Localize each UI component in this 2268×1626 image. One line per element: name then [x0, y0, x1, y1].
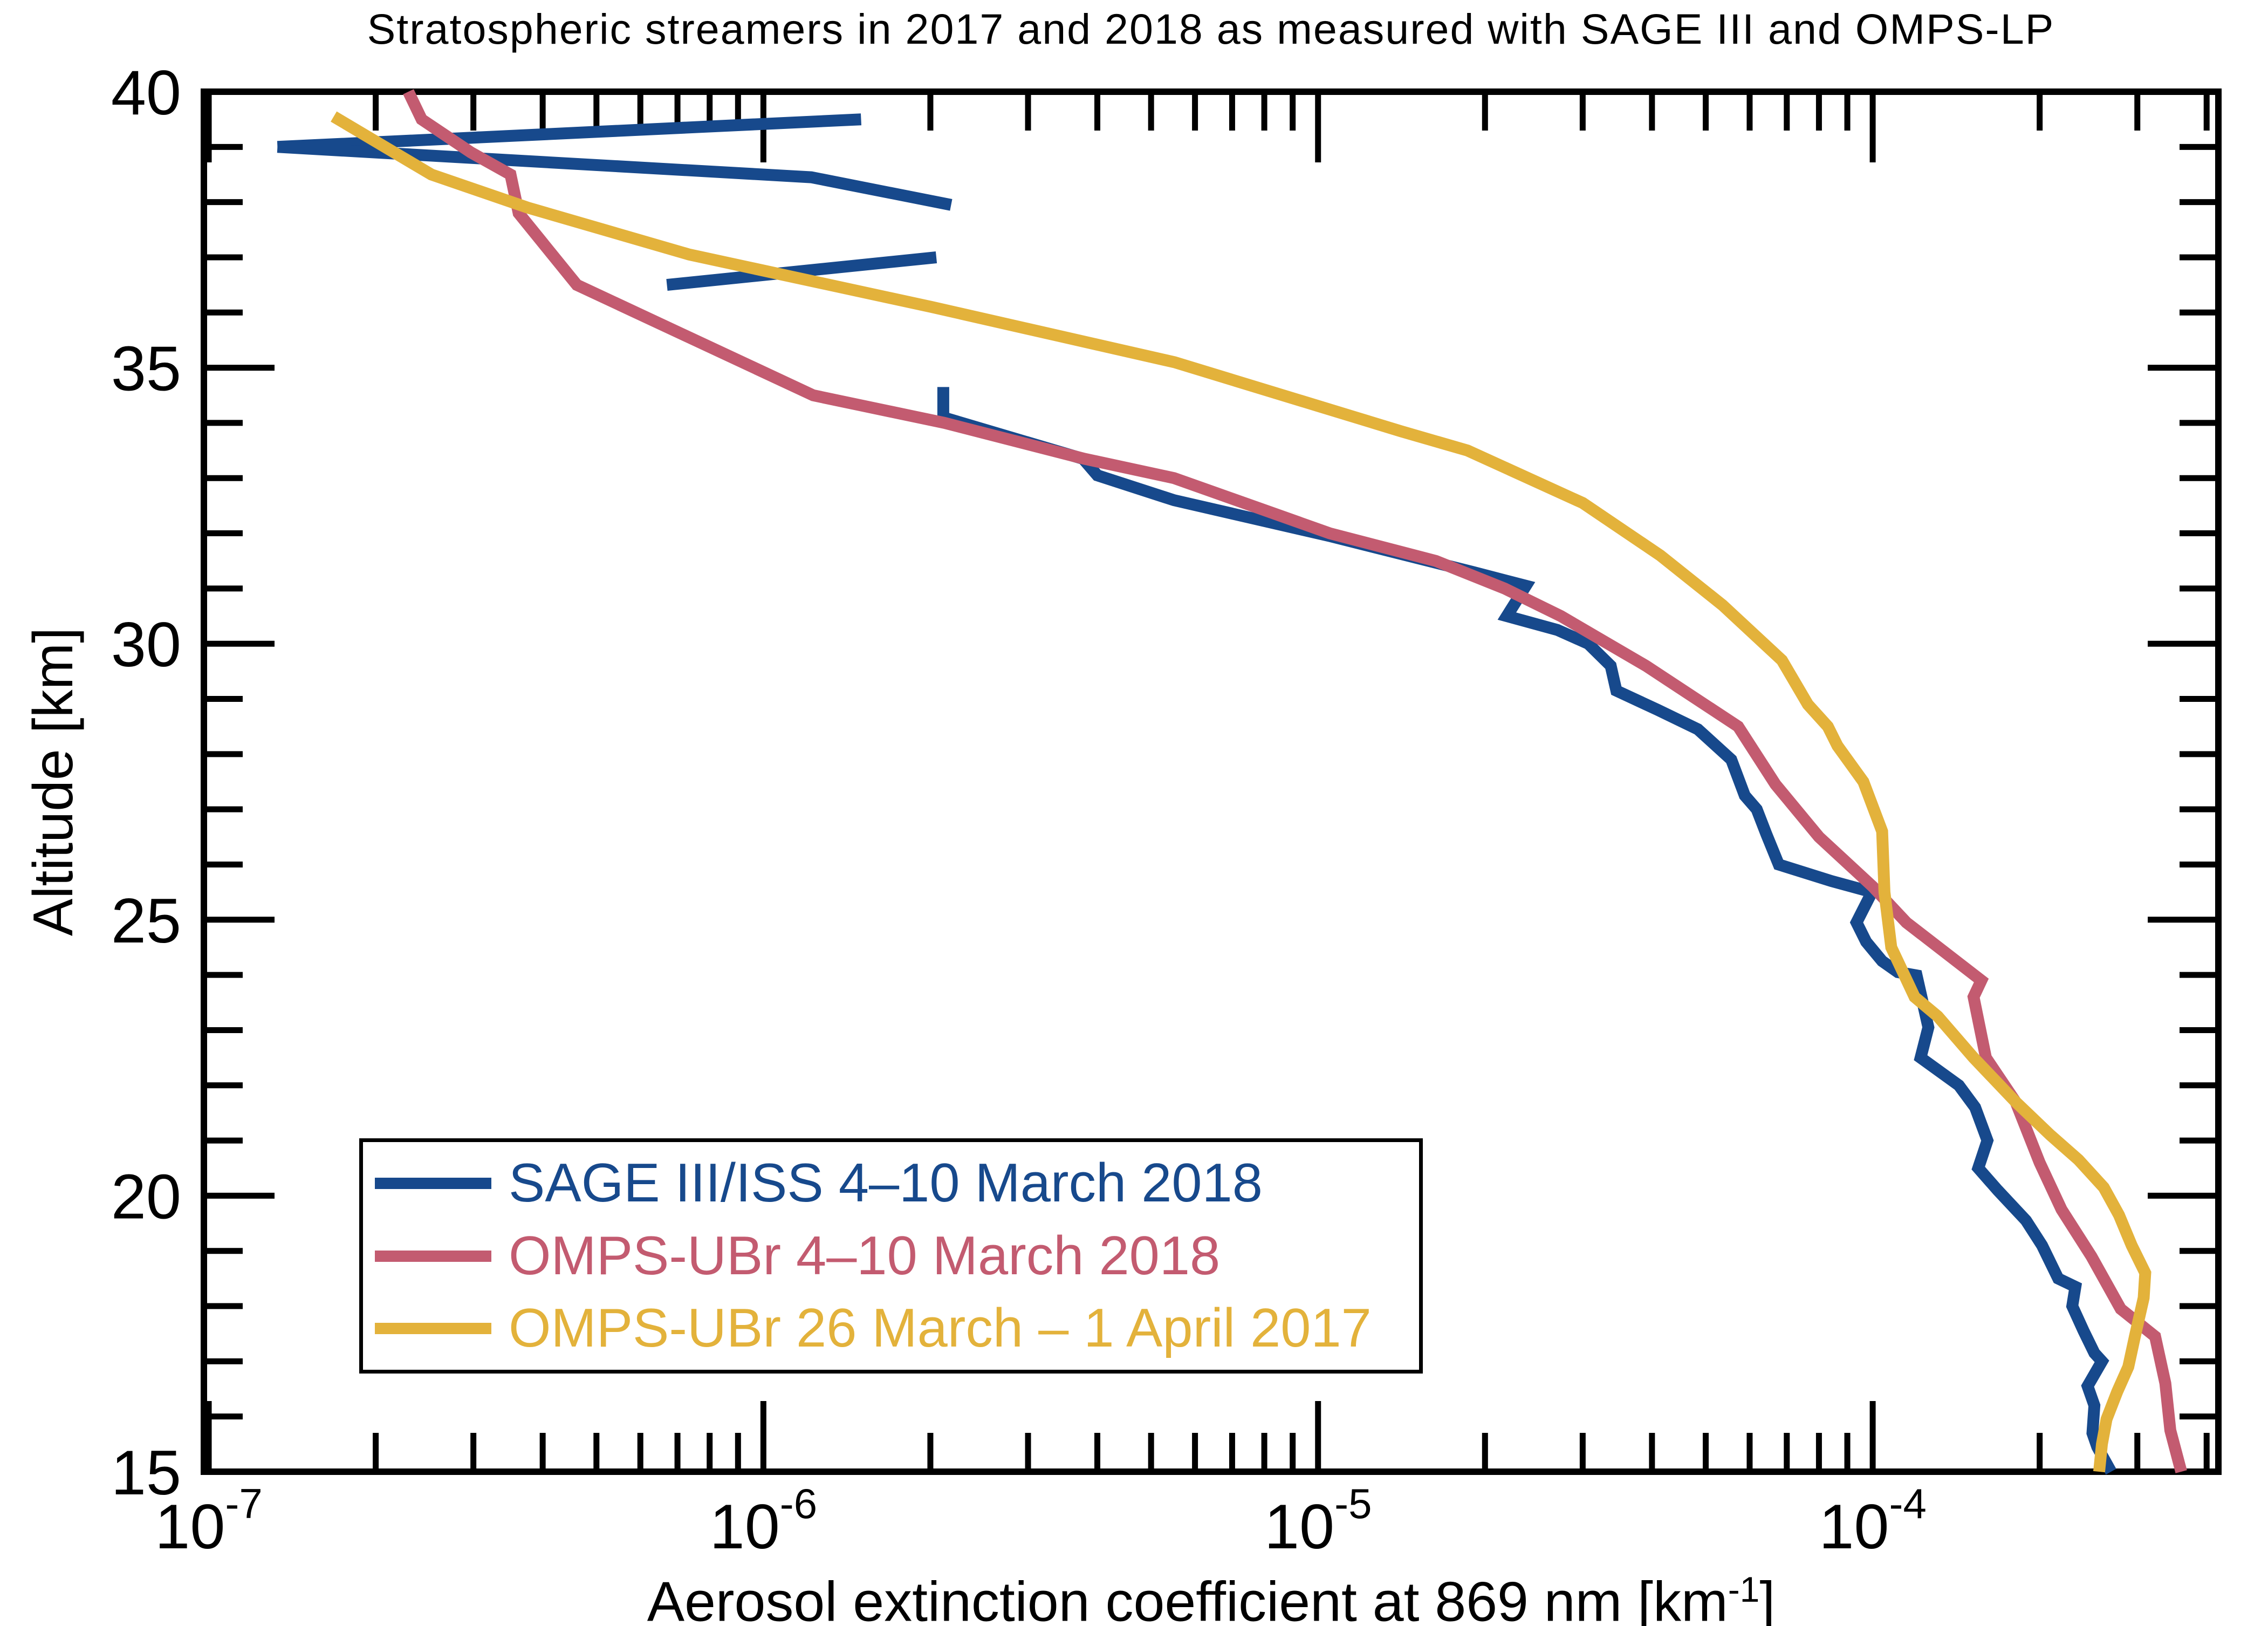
x-tick-label: 10-6 [710, 1480, 818, 1562]
x-tick-label: 10-5 [1264, 1480, 1372, 1562]
y-tick-label: 40 [111, 57, 181, 128]
legend-label-omps-ubr-2017: OMPS-UBr 26 March – 1 April 2017 [509, 1297, 1372, 1358]
series-line-0 [666, 251, 937, 291]
legend-row-omps-ubr-2017: OMPS-UBr 26 March – 1 April 2017 [375, 1297, 1419, 1359]
legend: SAGE III/ISS 4–10 March 2018 OMPS-UBr 4–… [359, 1138, 1423, 1374]
x-tick-label: 10-4 [1819, 1480, 1927, 1562]
y-tick-label: 25 [111, 885, 181, 956]
series-line-0 [277, 141, 953, 211]
legend-label-sage-iii: SAGE III/ISS 4–10 March 2018 [509, 1153, 1263, 1214]
y-tick-label: 30 [111, 609, 181, 680]
legend-label-omps-ubr-2018: OMPS-UBr 4–10 March 2018 [509, 1225, 1221, 1286]
legend-line-swatch-omps-ubr-2017 [375, 1322, 491, 1334]
plot-frame [201, 88, 2222, 1475]
series-line-0 [937, 387, 2116, 1475]
chart-title: Stratospheric streamers in 2017 and 2018… [367, 5, 2055, 53]
legend-line-swatch-omps-ubr-2018 [375, 1250, 491, 1262]
legend-row-sage-iii: SAGE III/ISS 4–10 March 2018 [375, 1152, 1419, 1214]
x-axis-label-text: Aerosol extinction coefficient at 869 nm… [647, 1570, 1728, 1626]
x-axis-label-superscript: -1 [1728, 1569, 1760, 1609]
y-axis-label: Altitude [km] [22, 627, 85, 937]
legend-line-swatch-sage-iii [375, 1178, 491, 1190]
y-tick-label: 15 [111, 1437, 181, 1508]
x-axis-label-close: ] [1759, 1570, 1776, 1626]
y-tick-label: 35 [111, 333, 181, 404]
y-tick-label: 20 [111, 1161, 181, 1232]
x-axis-label: Aerosol extinction coefficient at 869 nm… [204, 1569, 2218, 1626]
series-line-1 [403, 89, 2187, 1473]
legend-row-omps-ubr-2018: OMPS-UBr 4–10 March 2018 [375, 1225, 1419, 1287]
series-line-2 [331, 111, 2151, 1473]
